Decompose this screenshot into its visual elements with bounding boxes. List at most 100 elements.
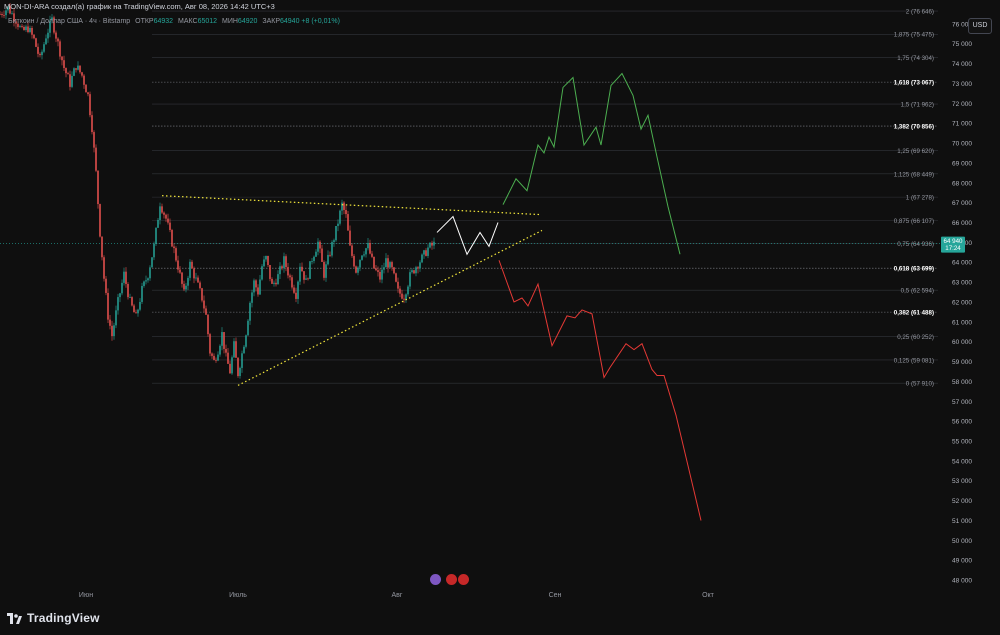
currency-button[interactable]: USD bbox=[968, 18, 992, 34]
projection-bullish-path[interactable] bbox=[502, 72, 681, 255]
candle-body bbox=[337, 223, 339, 226]
candle-body bbox=[231, 357, 233, 374]
candle-body bbox=[391, 262, 393, 268]
close-value: 64940 bbox=[280, 18, 300, 25]
candle-body bbox=[115, 310, 117, 326]
candle-body bbox=[393, 267, 395, 274]
flash-icon[interactable] bbox=[430, 574, 441, 585]
candle-body bbox=[309, 261, 311, 279]
candle-body bbox=[201, 288, 203, 301]
symbol-name[interactable]: Биткоин / Доллар США · 4ч · Bitstamp bbox=[8, 18, 131, 25]
candle-body bbox=[185, 285, 187, 290]
candle-body bbox=[93, 132, 95, 148]
brand-name: TradingView bbox=[27, 611, 100, 625]
candle-body bbox=[213, 355, 215, 360]
candle-body bbox=[145, 280, 147, 282]
projection-white-path[interactable] bbox=[436, 215, 499, 256]
last-price-tag bbox=[941, 236, 965, 253]
candle-body bbox=[335, 225, 337, 241]
candle-body bbox=[291, 277, 293, 288]
candle-body bbox=[379, 271, 381, 280]
candle-body bbox=[175, 248, 177, 261]
economic-event-icon[interactable] bbox=[446, 574, 457, 585]
candle-body bbox=[347, 214, 349, 231]
change-value: +8 (+0,01%) bbox=[301, 18, 340, 25]
candle-body bbox=[53, 17, 55, 33]
candle-body bbox=[299, 266, 301, 282]
candle-body bbox=[257, 287, 259, 295]
candle-body bbox=[279, 266, 281, 275]
candle-body bbox=[211, 353, 213, 356]
candle-body bbox=[195, 277, 197, 279]
candle-body bbox=[129, 297, 131, 298]
high-value: 65012 bbox=[197, 18, 218, 25]
candle-body bbox=[229, 363, 231, 374]
candle-body bbox=[243, 346, 245, 354]
candle-body bbox=[99, 204, 101, 237]
candle-body bbox=[427, 247, 429, 256]
low-value: 64920 bbox=[237, 18, 258, 25]
candle-body bbox=[433, 241, 435, 246]
projection-bearish-path[interactable] bbox=[498, 260, 702, 521]
fib-level-label: 0,25 (60 252) bbox=[897, 334, 934, 341]
open-label: ОТКР bbox=[135, 18, 154, 25]
candle-body bbox=[37, 46, 39, 54]
candle-body bbox=[23, 26, 25, 31]
y-tick-label: 60 000 bbox=[952, 339, 972, 346]
candle-body bbox=[295, 292, 297, 299]
lower-trendline[interactable] bbox=[237, 229, 543, 386]
candle-body bbox=[281, 266, 283, 269]
candle-body bbox=[405, 294, 407, 300]
candle-body bbox=[183, 283, 185, 290]
candle-body bbox=[293, 287, 295, 293]
x-tick-label: Сен bbox=[549, 592, 562, 599]
candle-body bbox=[285, 256, 287, 268]
economic-event-icon-2[interactable] bbox=[458, 574, 469, 585]
candle-body bbox=[399, 288, 401, 294]
candle-body bbox=[431, 242, 433, 246]
y-tick-label: 76 000 bbox=[952, 21, 972, 28]
candle-body bbox=[367, 242, 369, 249]
candle-body bbox=[349, 230, 351, 246]
candle-body bbox=[327, 254, 329, 265]
y-tick-label: 49 000 bbox=[952, 558, 972, 565]
candle-body bbox=[413, 270, 415, 274]
candle-body bbox=[357, 267, 359, 273]
y-tick-label: 64 000 bbox=[952, 260, 972, 267]
candle-body bbox=[45, 38, 47, 45]
y-tick-label: 61 000 bbox=[952, 319, 972, 326]
candle-body bbox=[191, 261, 193, 269]
candle-body bbox=[161, 206, 163, 213]
candle-body bbox=[377, 270, 379, 272]
symbol-legend[interactable]: Биткоин / Доллар США · 4ч · Bitstamp ОТК… bbox=[8, 18, 340, 25]
candle-body bbox=[11, 13, 13, 15]
candle-body bbox=[239, 367, 241, 377]
candle-body bbox=[105, 278, 107, 293]
candle-body bbox=[139, 301, 141, 310]
candle-body bbox=[221, 332, 223, 346]
candle-body bbox=[91, 115, 93, 133]
open-value: 64932 bbox=[153, 18, 174, 25]
candle-body bbox=[361, 255, 363, 260]
candle-body bbox=[253, 280, 255, 293]
y-tick-label: 58 000 bbox=[952, 379, 972, 386]
tradingview-brand[interactable]: TradingView bbox=[7, 611, 100, 625]
candle-body bbox=[251, 292, 253, 303]
upper-trendline[interactable] bbox=[161, 195, 541, 216]
candle-body bbox=[77, 65, 79, 70]
bottom-bar bbox=[0, 604, 1000, 635]
y-tick-label: 75 000 bbox=[952, 41, 972, 48]
candle-body bbox=[223, 332, 225, 349]
candle-body bbox=[121, 282, 123, 294]
x-tick-label: Июль bbox=[229, 592, 247, 599]
candle-body bbox=[123, 271, 125, 283]
candle-body bbox=[107, 292, 109, 320]
candle-body bbox=[271, 278, 273, 284]
candle-body bbox=[113, 325, 115, 337]
candle-body bbox=[13, 13, 15, 22]
candle-body bbox=[33, 34, 35, 39]
candle-body bbox=[421, 254, 423, 263]
candle-body bbox=[167, 218, 169, 223]
candle-body bbox=[159, 206, 161, 220]
